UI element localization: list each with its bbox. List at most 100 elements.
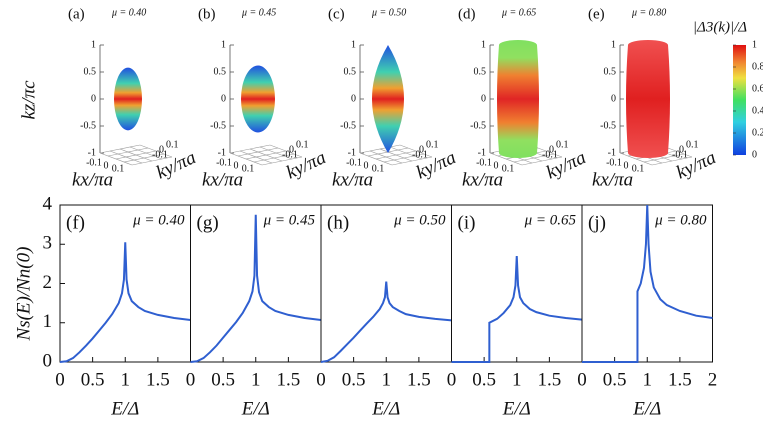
- y-tick-label: 3: [43, 233, 53, 254]
- y-axis-label: Ns(E)/Nn(0): [13, 247, 34, 342]
- z-tick-label: 1: [481, 39, 486, 50]
- panel-label: (b): [198, 6, 216, 22]
- base-grid: [383, 153, 425, 163]
- z-tick-label: -0.5: [210, 120, 226, 131]
- z-tick-label: -0.5: [340, 120, 356, 131]
- dos-line: [190, 214, 322, 363]
- panel-mu: μ = 0.50: [371, 7, 406, 18]
- ky-tick-label: -0.1: [672, 149, 688, 160]
- panel-label: (h): [327, 212, 349, 233]
- x-tick-label: 0: [447, 369, 457, 390]
- kx-tick-label: 0.1: [372, 163, 385, 174]
- kx-tick-label: 0.1: [112, 163, 125, 174]
- kx-tick-label: -0.1: [476, 157, 492, 168]
- ky-tick-label: -0.1: [282, 149, 298, 160]
- colorbar-tick-label: 0.4: [752, 105, 763, 116]
- z-tick-label: 1: [351, 39, 356, 50]
- base-grid: [119, 148, 153, 162]
- colorbar-tick-label: 1: [752, 39, 757, 50]
- z-tick-label: -1: [478, 147, 486, 158]
- kx-tick-label: 0.1: [242, 163, 255, 174]
- panel-label: (j): [588, 212, 606, 233]
- kx-tick-label: -0.1: [346, 157, 362, 168]
- y-tick-label: 1: [43, 311, 53, 332]
- panel-mu: μ = 0.80: [654, 212, 707, 228]
- kx-tick-label: 0: [104, 160, 109, 171]
- panel-label: (i): [458, 212, 476, 233]
- colorbar-tick-label: 0.8: [752, 61, 763, 72]
- panel-mu: μ = 0.80: [631, 7, 666, 18]
- kx-tick-label: 0: [624, 160, 629, 171]
- base-grid: [259, 146, 293, 160]
- z-tick-label: -0.5: [600, 120, 616, 131]
- fermi-surface: [114, 67, 142, 131]
- ky-tick-label: -0.1: [542, 149, 558, 160]
- kx-label: kx/πa: [462, 169, 503, 190]
- x-tick-label: 0.5: [472, 369, 496, 390]
- base-grid: [651, 156, 693, 166]
- kx-tick-label: 0.1: [632, 163, 645, 174]
- x-tick-label: 0.5: [211, 369, 235, 390]
- base-grid: [253, 153, 295, 163]
- y-tick-label: 2: [43, 272, 53, 293]
- panel-mu: μ = 0.45: [263, 212, 316, 228]
- base-grid: [513, 153, 555, 163]
- z-tick-label: 1: [91, 39, 96, 50]
- z-tick-label: 0.5: [214, 66, 227, 77]
- x-axis-label: E/Δ: [371, 398, 400, 419]
- ky-tick-label: 0.1: [296, 139, 309, 150]
- panel-mu: μ = 0.40: [111, 7, 146, 18]
- x-tick-label: 1: [643, 369, 653, 390]
- z-tick-label: 0: [611, 93, 616, 104]
- ky-tick-label: 0.1: [556, 139, 569, 150]
- x-axis-label: E/Δ: [241, 398, 270, 419]
- panel-mu: μ = 0.40: [132, 212, 185, 228]
- x-tick-label: 2: [708, 369, 718, 390]
- base-grid: [269, 144, 303, 158]
- z-tick-label: -1: [218, 147, 226, 158]
- base-grid: [399, 144, 433, 158]
- ky-tick-label: 0: [679, 144, 684, 155]
- z-tick-label: 0.5: [604, 66, 617, 77]
- fermi-surface: [497, 40, 539, 158]
- x-tick-label: 1.5: [146, 369, 170, 390]
- x-axis-label: E/Δ: [110, 398, 139, 419]
- kx-label: kx/πa: [202, 169, 243, 190]
- z-tick-label: 1: [221, 39, 226, 50]
- colorbar-tick-label: 0: [752, 149, 757, 160]
- z-tick-label: -1: [608, 147, 616, 158]
- x-tick-label: 0.5: [342, 369, 366, 390]
- x-tick-label: 0: [55, 369, 65, 390]
- ky-tick-label: 0: [549, 144, 554, 155]
- x-axis-label: E/Δ: [502, 398, 531, 419]
- base-grid: [139, 144, 173, 158]
- z-tick-label: 0: [221, 93, 226, 104]
- kx-tick-label: 0: [234, 160, 239, 171]
- base-grid: [643, 153, 685, 163]
- base-grid: [129, 146, 163, 160]
- z-tick-label: -1: [348, 147, 356, 158]
- x-tick-label: 1.5: [538, 369, 562, 390]
- z-tick-label: 0.5: [344, 66, 357, 77]
- ky-tick-label: 0.1: [426, 139, 439, 150]
- panel-label: (e): [588, 6, 605, 22]
- colorbar-label: |Δ3(k)|/Δ: [693, 19, 747, 35]
- x-tick-label: 0: [186, 369, 196, 390]
- dos-line: [451, 255, 583, 363]
- z-tick-label: -0.5: [80, 120, 96, 131]
- x-tick-label: 0: [577, 369, 587, 390]
- x-tick-label: 1: [512, 369, 522, 390]
- x-tick-label: 1.5: [668, 369, 692, 390]
- z-tick-label: 0: [351, 93, 356, 104]
- z-tick-label: -0.5: [470, 120, 486, 131]
- base-grid: [131, 156, 173, 166]
- z-tick-label: 0: [481, 93, 486, 104]
- ky-tick-label: 0: [159, 144, 164, 155]
- colorbar-tick-label: 0.6: [752, 83, 763, 94]
- panel-label: (f): [66, 212, 85, 233]
- kx-tick-label: -0.1: [606, 157, 622, 168]
- kx-label: kx/πa: [72, 169, 113, 190]
- ky-tick-label: -0.1: [152, 149, 168, 160]
- base-grid: [261, 156, 303, 166]
